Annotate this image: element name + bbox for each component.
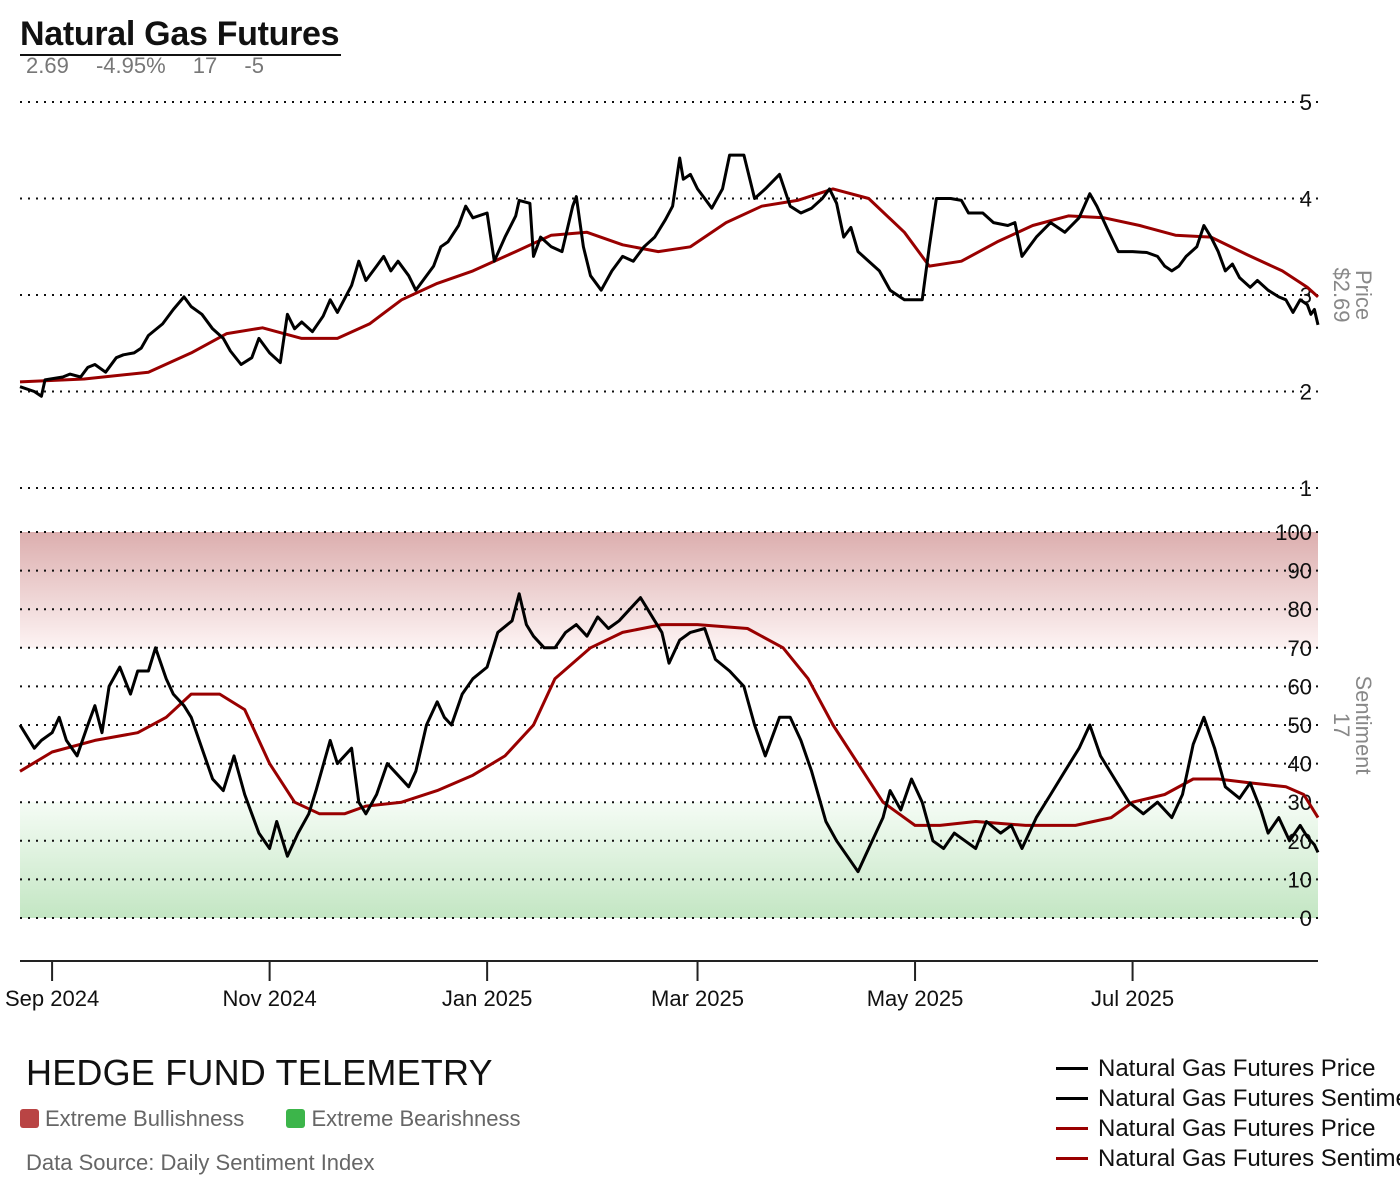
price-tick-label: 2	[1300, 380, 1312, 405]
sentiment-tick-label: 50	[1288, 713, 1312, 738]
x-tick-label: Jul 2025	[1091, 986, 1174, 1011]
legend-line-icon	[1056, 1126, 1088, 1130]
x-tick-label: Sep 2024	[5, 986, 99, 1011]
legend-line-icon	[1056, 1156, 1088, 1160]
x-tick-label: May 2025	[867, 986, 964, 1011]
stat-percent-change: -4.95%	[95, 53, 166, 78]
legend-line-icon	[1056, 1066, 1088, 1070]
price-tick-label: 5	[1300, 90, 1312, 115]
data-source: Data Source: Daily Sentiment Index	[26, 1150, 375, 1175]
sentiment-tick-label: 40	[1288, 752, 1312, 777]
sentiment-moving-average-line	[19, 623, 1320, 827]
sentiment-tick-label: 90	[1288, 559, 1312, 584]
stat-last-price: 2.69	[26, 53, 69, 78]
brand-name: HEDGE FUND TELEMETRY	[26, 1052, 493, 1093]
bull-zone-band	[20, 532, 1318, 648]
sentiment-line	[18, 592, 1320, 874]
legend-label: Natural Gas Futures Sentiment	[1098, 1145, 1400, 1172]
zone-key-bull: Extreme Bullishness	[20, 1106, 244, 1132]
price-line	[19, 153, 1320, 398]
price-tick-label: 1	[1300, 476, 1312, 501]
sentiment-tick-label: 100	[1275, 520, 1312, 545]
legend-label: Natural Gas Futures Price	[1098, 1115, 1376, 1142]
sentiment-axis-label: Sentiment	[1351, 675, 1376, 774]
price-tick-label: 4	[1300, 187, 1312, 212]
stat-sentiment-change: -5	[244, 53, 264, 78]
sentiment-tick-label: 20	[1288, 829, 1312, 854]
legend-item-sentiment[interactable]: Natural Gas Futures Sentiment	[1056, 1084, 1400, 1114]
zone-key-bear-label: Extreme Bearishness	[311, 1106, 521, 1131]
x-tick-label: Mar 2025	[651, 986, 744, 1011]
chart-title: Natural Gas Futures	[20, 14, 342, 56]
legend-line-icon	[1056, 1096, 1088, 1100]
zone-key-bear: Extreme Bearishness	[286, 1106, 521, 1132]
sentiment-tick-label: 80	[1288, 597, 1312, 622]
sentiment-tick-label: 10	[1288, 867, 1312, 892]
sentiment-last-value-label: 17	[1329, 713, 1354, 737]
legend-item-sentiment-average[interactable]: Natural Gas Futures Sentiment	[1056, 1144, 1400, 1174]
sentiment-tick-label: 70	[1288, 636, 1312, 661]
legend-item-price-average[interactable]: Natural Gas Futures Price	[1056, 1114, 1400, 1144]
x-tick-label: Nov 2024	[223, 986, 317, 1011]
zone-key: Extreme Bullishness Extreme Bearishness	[20, 1106, 557, 1132]
bear-zone-band	[20, 802, 1318, 918]
legend: Natural Gas Futures Price Natural Gas Fu…	[1056, 1054, 1400, 1174]
price-axis-label: Price	[1351, 270, 1376, 320]
chart-canvas: 123450102030405060708090100Price$2.69Sen…	[5, 90, 1376, 1011]
stat-sentiment: 17	[192, 53, 218, 78]
bear-swatch-icon	[286, 1109, 306, 1128]
legend-label: Natural Gas Futures Sentiment	[1098, 1085, 1400, 1112]
price-last-value-label: $2.69	[1329, 267, 1354, 322]
legend-item-price[interactable]: Natural Gas Futures Price	[1056, 1054, 1400, 1084]
x-tick-label: Jan 2025	[442, 986, 533, 1011]
zone-key-bull-label: Extreme Bullishness	[45, 1106, 245, 1131]
price-moving-average-line	[19, 187, 1320, 384]
sentiment-tick-label: 60	[1288, 674, 1312, 699]
legend-label: Natural Gas Futures Price	[1098, 1055, 1376, 1082]
sentiment-tick-label: 0	[1300, 906, 1312, 931]
header-stats: 2.69 -4.95% 17 -5	[26, 53, 285, 79]
bull-swatch-icon	[20, 1109, 39, 1128]
